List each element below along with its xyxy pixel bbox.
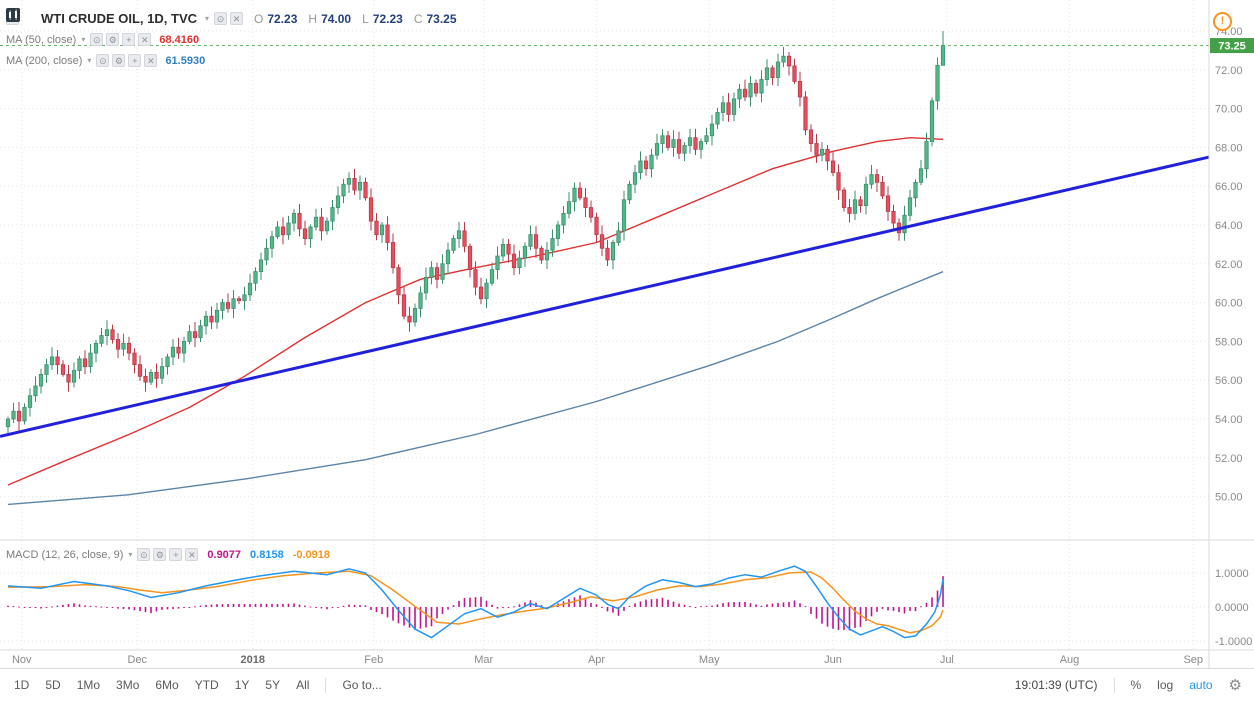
macd-tick-label: 0.0000	[1215, 602, 1249, 614]
indicator-label: MA (50, close)	[6, 33, 77, 46]
add-icon[interactable]: +	[169, 548, 183, 561]
time-tick-label: Feb	[364, 654, 383, 666]
open-value: 72.23	[267, 11, 298, 26]
settings-icon[interactable]: ⚙	[106, 33, 120, 46]
gear-icon[interactable]: ⚙	[1228, 677, 1242, 694]
time-tick-label: Mar	[474, 654, 493, 666]
symbol-title[interactable]: WTI CRUDE OIL, 1D, TVC	[41, 11, 197, 26]
price-tick-label: 64.00	[1215, 220, 1243, 232]
candlestick-style-icon[interactable]	[6, 8, 36, 26]
high-value: 74.00	[321, 11, 352, 26]
eye-icon[interactable]: ⊙	[96, 54, 110, 67]
percent-scale-button[interactable]: %	[1130, 678, 1142, 692]
high-label: H	[308, 11, 318, 26]
price-tick-label: 62.00	[1215, 259, 1243, 271]
time-tick-label: Dec	[127, 654, 147, 666]
range-button-1y[interactable]: 1Y	[234, 678, 250, 692]
close-label: C	[413, 11, 423, 26]
chevron-down-icon[interactable]: ▾	[87, 56, 92, 65]
log-scale-button[interactable]: log	[1157, 678, 1174, 692]
price-tick-label: 60.00	[1215, 298, 1243, 310]
time-tick-label: Nov	[12, 654, 32, 666]
price-tick-label: 50.00	[1215, 492, 1243, 504]
time-tick-label: Jun	[824, 654, 842, 666]
indicator-row-ma200[interactable]: MA (200, close) ▾ ⊙ ⚙ + ✕ 61.5930	[6, 50, 457, 71]
time-tick-label: Apr	[588, 654, 605, 666]
settings-icon[interactable]: ⚙	[112, 54, 126, 67]
indicator-row-macd[interactable]: MACD (12, 26, close, 9) ▾ ⊙ ⚙ + ✕ 0.9077…	[6, 548, 330, 561]
last-price-badge-label: 73.25	[1218, 41, 1246, 53]
macd-line[interactable]	[7, 565, 944, 639]
chevron-down-icon[interactable]: ▾	[81, 35, 86, 44]
range-button-5d[interactable]: 5D	[45, 678, 61, 692]
price-tick-label: 56.00	[1215, 375, 1243, 387]
range-button-3mo[interactable]: 3Mo	[116, 678, 140, 692]
last-price-badge	[1210, 38, 1254, 54]
indicator-row-ma50[interactable]: MA (50, close) ▾ ⊙ ⚙ + ✕ 68.4160	[6, 29, 457, 50]
price-tick-label: 54.00	[1215, 414, 1243, 426]
open-label: O	[254, 11, 264, 26]
price-tick-label: 70.00	[1215, 104, 1243, 116]
low-label: L	[362, 11, 369, 26]
macd-histogram-value: 0.9077	[207, 548, 242, 561]
close-icon[interactable]: ✕	[144, 54, 158, 67]
price-tick-label: 72.00	[1215, 65, 1243, 77]
price-tick-label: 58.00	[1215, 336, 1243, 348]
close-icon[interactable]: ✕	[138, 33, 152, 46]
add-icon[interactable]: +	[128, 54, 142, 67]
chevron-down-icon[interactable]: ▾	[128, 550, 133, 559]
eye-icon[interactable]: ⊙	[90, 33, 104, 46]
candles-series[interactable]	[5, 31, 946, 436]
close-icon[interactable]: ✕	[185, 548, 199, 561]
add-icon[interactable]: +	[122, 33, 136, 46]
trendline-drawing[interactable]	[0, 155, 1210, 438]
price-tick-label: 52.00	[1215, 453, 1243, 465]
macd-line-value: 0.8158	[250, 548, 284, 561]
macd-tick-label: 1.0000	[1215, 568, 1249, 580]
clock-utc[interactable]: 19:01:39 (UTC)	[1014, 678, 1098, 692]
close-value: 73.25	[426, 11, 457, 26]
eye-icon[interactable]: ⊙	[137, 548, 151, 561]
range-button-6mo[interactable]: 6Mo	[155, 678, 179, 692]
warning-icon[interactable]: !	[1213, 12, 1232, 31]
grid	[0, 0, 1209, 650]
time-tick-label: May	[699, 654, 720, 666]
macd-histogram[interactable]	[7, 576, 944, 631]
price-axis[interactable]: 74.0072.0070.0068.0066.0064.0062.0060.00…	[1210, 26, 1254, 648]
indicator-value: 68.4160	[159, 33, 200, 46]
price-tick-label: 66.00	[1215, 181, 1243, 193]
chevron-down-icon[interactable]: ▾	[205, 14, 210, 23]
range-button-1mo[interactable]: 1Mo	[76, 678, 101, 692]
eye-icon[interactable]: ⊙	[214, 12, 228, 25]
close-icon[interactable]: ✕	[230, 12, 244, 25]
range-button-1d[interactable]: 1D	[14, 678, 30, 692]
time-tick-label: 2018	[241, 654, 265, 666]
toolbar-divider	[325, 677, 327, 693]
indicator-label: MACD (12, 26, close, 9)	[6, 548, 124, 561]
symbol-legend-row[interactable]: ≡ WTI CRUDE OIL, 1D, TVC ▾ ⊙ ✕ O 72.23 H…	[6, 8, 457, 29]
auto-scale-button[interactable]: auto	[1189, 678, 1213, 692]
go-to-button[interactable]: Go to...	[342, 678, 382, 692]
time-tick-label: Jul	[940, 654, 954, 666]
ma200-line[interactable]	[7, 271, 944, 506]
low-value: 72.23	[372, 11, 403, 26]
range-button-5y[interactable]: 5Y	[265, 678, 281, 692]
chart-canvas[interactable]: 74.00 72.00 70.00 68.00 66.00 64.00 62.00 60.00…	[0, 0, 1254, 668]
time-tick-label: Aug	[1060, 654, 1080, 666]
indicator-label: MA (200, close)	[6, 54, 83, 67]
macd-signal-value: -0.0918	[292, 548, 331, 561]
range-button-ytd[interactable]: YTD	[194, 678, 219, 692]
chart-legend: ≡ WTI CRUDE OIL, 1D, TVC ▾ ⊙ ✕ O 72.23 H…	[6, 8, 457, 71]
toolbar-divider	[1113, 677, 1115, 693]
indicator-value: 61.5930	[165, 54, 206, 67]
settings-icon[interactable]: ⚙	[153, 548, 167, 561]
price-tick-label: 68.00	[1215, 142, 1243, 154]
time-tick-label: Sep	[1183, 654, 1203, 666]
macd-tick-label: -1.0000	[1215, 636, 1252, 648]
bottom-toolbar: 1D 5D 1Mo 3Mo 6Mo YTD 1Y 5Y All Go to...…	[0, 668, 1254, 701]
time-axis[interactable]: Nov Dec 2018 Feb Mar Apr May Jun Jul Aug Sep	[12, 654, 1203, 666]
ma50-line[interactable]	[7, 136, 944, 486]
range-button-all[interactable]: All	[296, 678, 310, 692]
